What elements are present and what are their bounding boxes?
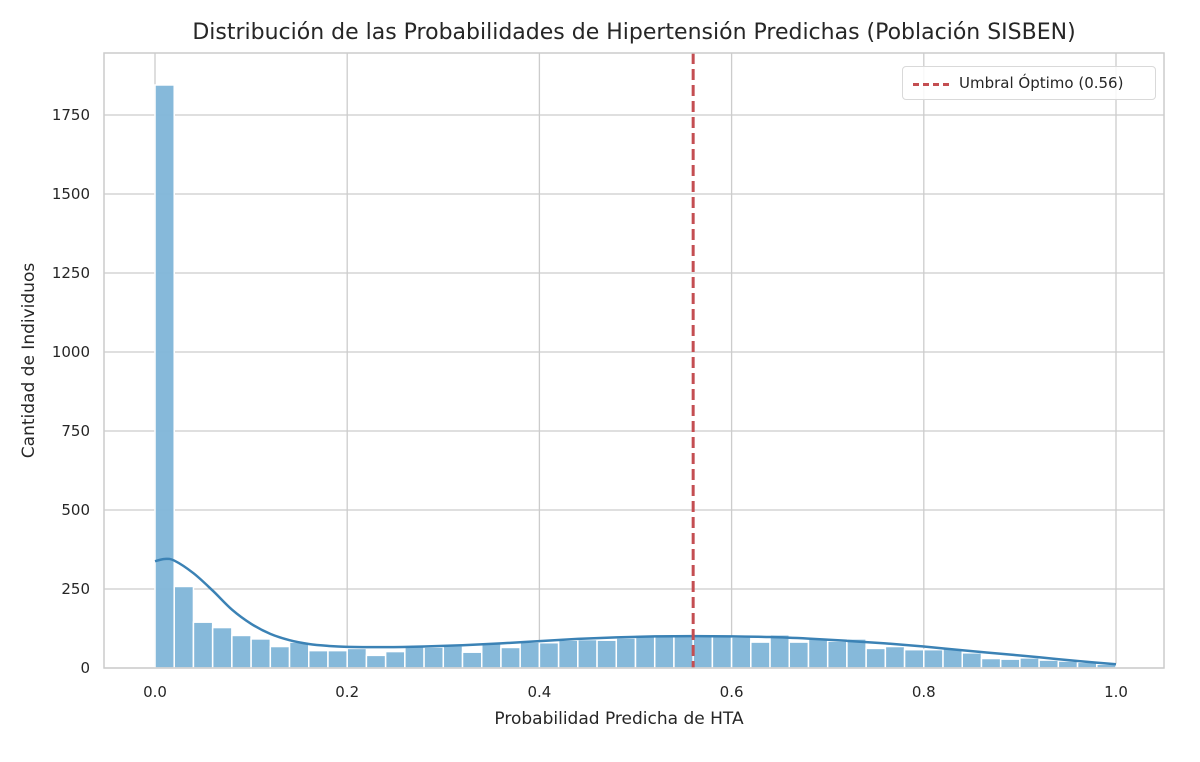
histogram-bar <box>423 646 445 669</box>
x-tick-label: 0.6 <box>720 683 744 701</box>
histogram-bar <box>154 84 175 669</box>
histogram-bar <box>577 638 598 669</box>
histogram-bar <box>1019 657 1040 669</box>
histogram-bar <box>692 635 714 669</box>
y-tick-label: 1250 <box>52 264 90 282</box>
histogram-bar <box>442 645 464 669</box>
histogram-bar <box>884 645 906 669</box>
histogram-bar <box>942 647 963 669</box>
histogram-bar <box>173 585 195 669</box>
histogram-bar <box>846 638 867 669</box>
histogram-bar <box>999 658 1021 669</box>
x-tick-label: 1.0 <box>1104 683 1128 701</box>
legend: Umbral Óptimo (0.56) <box>902 66 1156 100</box>
x-tick-label: 0.4 <box>527 683 551 701</box>
histogram-bar <box>826 640 848 669</box>
histogram-bar <box>538 641 560 669</box>
histogram-bar <box>711 635 733 669</box>
histogram-bar <box>557 639 579 669</box>
histogram-bar <box>1038 659 1060 669</box>
histogram-bar <box>1057 660 1079 669</box>
y-tick-label: 0 <box>80 659 90 677</box>
y-tick-label: 1000 <box>52 343 90 361</box>
gridlines <box>104 53 1164 669</box>
histogram-bar <box>231 634 252 669</box>
y-tick-label: 1500 <box>52 185 90 203</box>
histogram-bar <box>634 635 656 669</box>
histogram-bar <box>615 637 637 669</box>
kde-curve <box>154 557 1117 666</box>
histogram-bar <box>807 638 829 669</box>
histogram-bar <box>480 642 502 669</box>
histogram-bar <box>673 635 694 669</box>
histogram-bars <box>154 84 1117 669</box>
dashed-line-legend-icon <box>913 83 949 86</box>
histogram-bar <box>769 634 791 669</box>
x-tick-label: 0.0 <box>143 683 167 701</box>
y-axis-ticks: 0 250 500 750 1000 1250 1500 1750 <box>52 106 90 677</box>
histogram-bar <box>211 626 233 669</box>
histogram-bar <box>961 652 983 669</box>
histogram-bar <box>730 636 752 669</box>
histogram-bar <box>365 654 387 669</box>
axes-frame <box>103 52 1165 669</box>
histogram-bar <box>288 641 310 669</box>
histogram-bar <box>788 641 810 669</box>
histogram-bar <box>250 638 272 669</box>
histogram-bar <box>865 647 887 669</box>
y-tick-label: 1750 <box>52 106 90 124</box>
x-axis-label: Probabilidad Predicha de HTA <box>494 709 744 729</box>
histogram-bar <box>269 645 291 669</box>
histogram-bar <box>327 649 348 669</box>
y-tick-label: 750 <box>61 422 90 440</box>
histogram-bar <box>923 648 944 669</box>
y-tick-label: 250 <box>61 580 90 598</box>
histogram-bar <box>404 645 425 669</box>
chart-title: Distribución de las Probabilidades de Hi… <box>192 20 1076 45</box>
y-tick-label: 500 <box>61 501 90 519</box>
x-tick-label: 0.2 <box>335 683 359 701</box>
histogram-bar <box>519 641 541 669</box>
histogram-bar <box>653 635 675 669</box>
histogram-bar <box>384 650 406 669</box>
histogram-bar <box>596 639 618 669</box>
legend-label-threshold: Umbral Óptimo (0.56) <box>959 74 1124 92</box>
x-tick-label: 0.8 <box>912 683 936 701</box>
histogram-bar <box>346 647 368 669</box>
histogram-bar <box>500 646 521 669</box>
histogram-bar <box>461 651 483 669</box>
histogram-bar <box>750 641 771 669</box>
histogram-bar <box>308 649 329 669</box>
x-axis-ticks: 0.0 0.2 0.4 0.6 0.8 1.0 <box>143 683 1128 701</box>
y-axis-label: Cantidad de Individuos <box>19 263 39 459</box>
histogram-bar <box>980 657 1002 669</box>
histogram-bar <box>903 648 925 669</box>
histogram-bar <box>192 621 214 669</box>
